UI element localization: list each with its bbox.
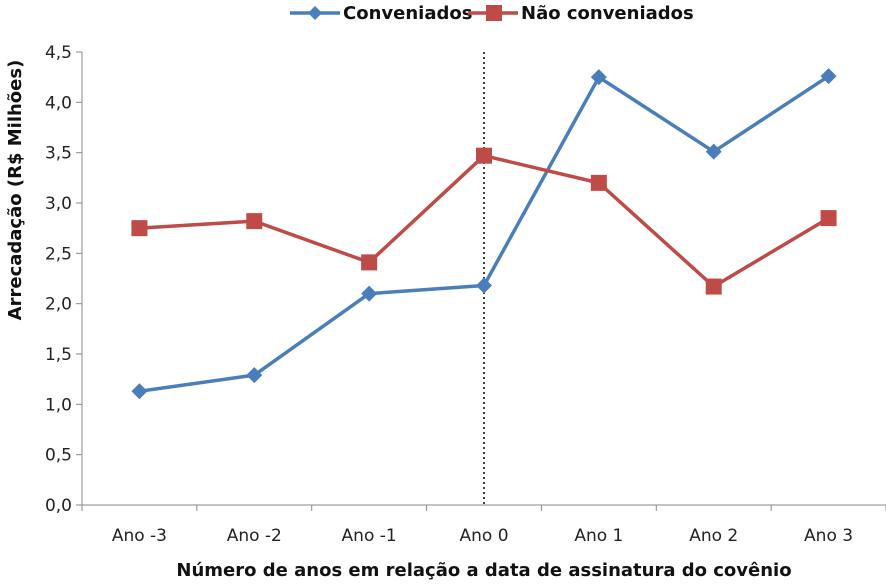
y-tick-label: 1,5 — [45, 345, 72, 365]
legend-label-nao-conveniados: Não conveniados — [521, 3, 694, 24]
x-tick-label: Ano -3 — [112, 526, 167, 546]
x-axis-title: Número de anos em relação a data de assi… — [176, 560, 791, 581]
data-point-conveniados — [246, 367, 263, 384]
legend-marker-nao-conveniados — [486, 5, 502, 21]
x-tick-label: Ano 0 — [459, 526, 508, 546]
data-point-conveniados — [705, 143, 722, 160]
x-tick-label: Ano -1 — [342, 526, 397, 546]
legend: Conveniados Não conveniados — [290, 3, 694, 24]
data-point-nao-conveniados — [131, 220, 148, 237]
data-point-conveniados — [476, 277, 492, 294]
legend-label-conveniados: Conveniados — [343, 3, 472, 24]
y-ticks: 0,0 0,5 1,0 1,5 2,0 2,5 3,0 3,5 4,0 4,5 — [45, 43, 82, 516]
y-tick-label: 2,0 — [45, 295, 72, 315]
data-point-nao-conveniados — [820, 210, 837, 227]
y-tick-label: 1,0 — [45, 395, 72, 415]
y-tick-label: 0,5 — [45, 446, 72, 466]
data-point-nao-conveniados — [246, 213, 263, 230]
series-nao-conveniados — [131, 147, 837, 295]
data-point-nao-conveniados — [590, 174, 607, 191]
legend-item-conveniados: Conveniados — [290, 3, 472, 24]
x-tick-label: Ano 3 — [804, 526, 853, 546]
data-point-nao-conveniados — [705, 278, 722, 295]
x-tick-label: Ano -2 — [227, 526, 282, 546]
data-point-nao-conveniados — [476, 147, 492, 164]
data-point-nao-conveniados — [361, 254, 378, 271]
data-point-conveniados — [361, 285, 378, 302]
series-line-nao-conveniados — [139, 153, 830, 289]
data-point-conveniados — [131, 383, 148, 400]
y-tick-label: 0,0 — [45, 496, 72, 516]
y-tick-label: 2,5 — [45, 244, 72, 264]
series-conveniados — [131, 68, 837, 400]
legend-marker-conveniados — [308, 6, 322, 20]
y-axis-title: Arrecadação (R$ Milhões) — [5, 60, 26, 321]
legend-item-nao-conveniados: Não conveniados — [468, 3, 694, 24]
data-point-conveniados — [590, 69, 607, 86]
y-tick-label: 3,5 — [45, 144, 72, 164]
x-tick-label: Ano 1 — [574, 526, 623, 546]
x-tick-label: Ano 2 — [689, 526, 738, 546]
x-ticks: Ano -3 Ano -2 Ano -1 Ano 0 Ano 1 Ano 2 Ano 3 — [81, 505, 886, 546]
series-layer — [131, 68, 837, 400]
data-point-conveniados — [820, 68, 837, 85]
y-tick-label: 4,0 — [45, 93, 72, 113]
y-tick-label: 4,5 — [45, 43, 72, 63]
y-tick-label: 3,0 — [45, 194, 72, 214]
